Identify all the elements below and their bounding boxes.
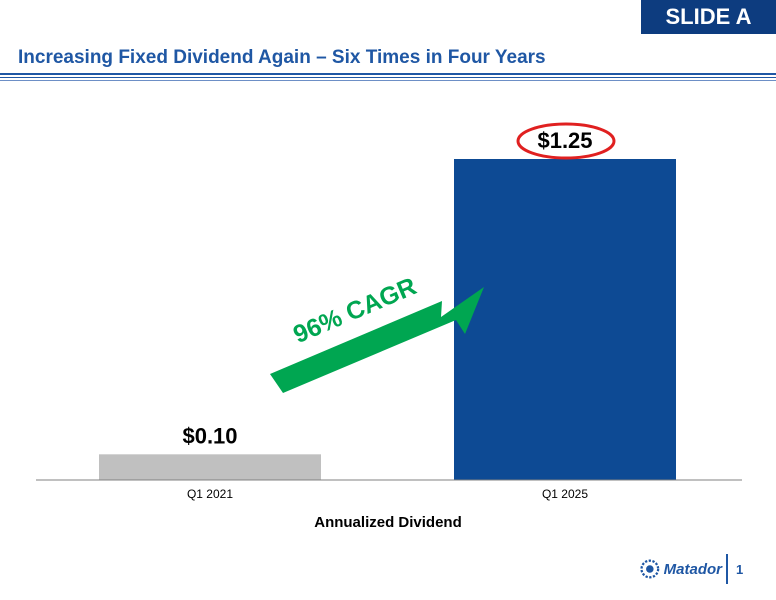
title-rule-secondary [0,77,776,78]
matador-emblem-icon [640,559,660,579]
slide-title: Increasing Fixed Dividend Again – Six Ti… [18,47,546,68]
title-rule-tertiary [0,80,776,81]
data-label-q1-2021: $0.10 [182,423,237,448]
logo-wordmark: Matador [663,560,722,578]
title-rule-primary [0,73,776,75]
slide-tag: SLIDE A [641,0,776,34]
cagr-arrow: 96% CAGR [270,272,484,393]
data-label-q1-2025: $1.25 [537,128,592,153]
footer-divider [726,554,728,584]
x-tick-label-q1-2025: Q1 2025 [542,487,588,501]
matador-logo: Matador [640,551,722,587]
bars-layer [99,159,676,480]
x-tick-label-q1-2021: Q1 2021 [187,487,233,501]
page-number: 1 [736,562,744,577]
x-axis-title: Annualized Dividend [314,514,462,531]
labels-layer: $0.10 Q1 2021 $1.25 Q1 2025 [182,128,592,501]
bar-q1-2021 [99,454,321,480]
bar-q1-2025 [454,159,676,480]
highlight-ellipse [516,122,616,160]
cagr-arrow-shape [270,287,484,393]
